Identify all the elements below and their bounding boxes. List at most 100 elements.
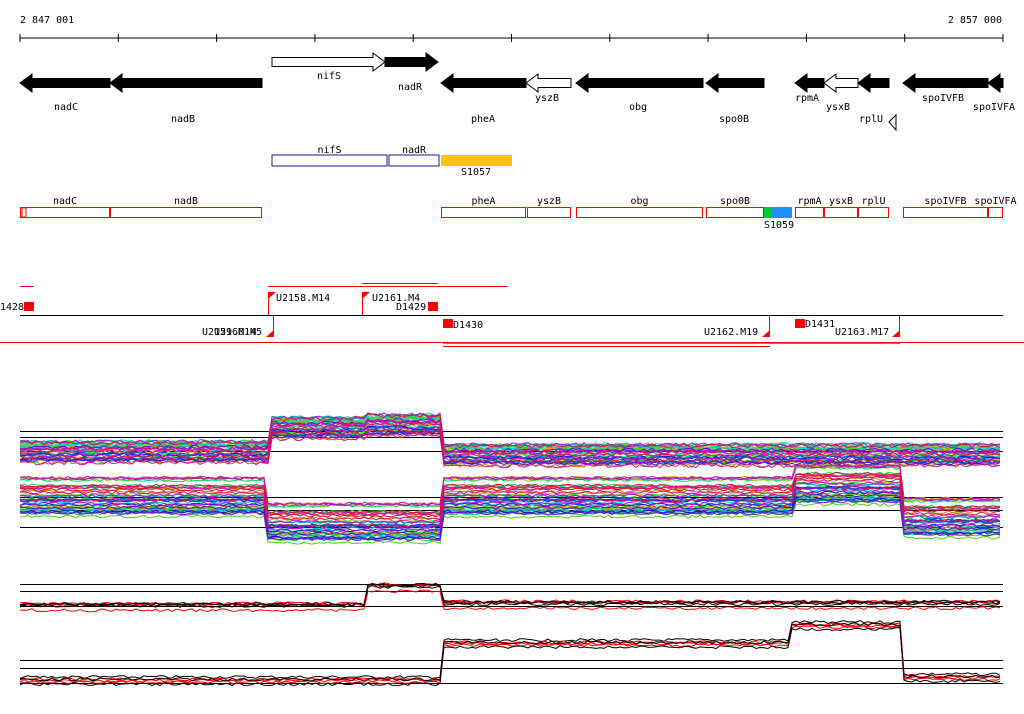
gene-label-ysxB: ysxB	[826, 102, 850, 113]
expression-track-1	[19, 412, 1003, 469]
expression-line	[19, 419, 1001, 455]
annotation-label-yszB: yszB	[537, 196, 561, 207]
expression-line	[19, 485, 1001, 528]
feature-label: D1431	[805, 319, 835, 330]
expression-line	[19, 502, 1001, 545]
expression-line	[19, 583, 1001, 607]
expression-line	[19, 412, 1001, 448]
annotation-box-spoIVFB	[903, 207, 988, 218]
operon-box-nadR	[388, 154, 440, 167]
feature-label: U2161.M4	[372, 293, 420, 304]
annotation-box-yszB	[527, 207, 571, 218]
expression-line	[19, 413, 1001, 449]
gene-arrow-spoIVFA	[987, 73, 1004, 93]
gene-arrow-yszB	[525, 73, 572, 93]
gene-label-spoIVFB: spoIVFB	[922, 93, 964, 104]
annotation-label-nadB: nadB	[174, 196, 198, 207]
expression-line	[19, 493, 1001, 536]
feature-box	[443, 319, 453, 328]
annotation-box-nadC	[20, 207, 110, 218]
gene-label-yszB: yszB	[535, 93, 559, 104]
coord-end: 2 857 000	[948, 15, 1002, 26]
s1059-blue	[771, 207, 792, 218]
operon-box-nifS	[271, 154, 388, 167]
coordinate-ruler	[19, 34, 1004, 42]
expression-line	[19, 466, 1001, 509]
coord-start: 2 847 001	[20, 15, 74, 26]
small-triangle-marker	[888, 113, 897, 132]
annotation-label-spoIVFB: spoIVFB	[924, 196, 966, 207]
annotation-label-nadC: nadC	[53, 196, 77, 207]
feature-label: U2163.M17	[835, 327, 889, 338]
feature-label: U2160.M5	[214, 327, 262, 338]
feature-flag	[362, 292, 370, 299]
annotation-label-ysxB: ysxB	[829, 196, 853, 207]
feature-flag	[268, 292, 276, 299]
expression-line	[19, 412, 1001, 448]
expression-line	[19, 463, 1001, 506]
s1059-green	[764, 207, 772, 218]
expression-line	[19, 471, 1001, 514]
expression-line	[19, 489, 1001, 532]
expression-line	[19, 473, 1001, 516]
expression-line	[19, 413, 1001, 448]
expression-line	[19, 429, 1001, 465]
expression-line	[19, 623, 1001, 683]
expression-track-3	[19, 582, 1003, 613]
feature-box	[795, 319, 805, 328]
feature-label: D1430	[453, 320, 483, 331]
feature-label: D1429	[396, 302, 426, 313]
expression-track-4	[19, 619, 1003, 687]
annotation-label-rpmA: rpmA	[797, 196, 821, 207]
annotation-box-ysxB	[824, 207, 858, 218]
annotation-label-pheA: pheA	[471, 196, 495, 207]
gene-arrow-rplU	[857, 73, 890, 93]
gene-arrow-ysxB	[823, 73, 859, 93]
gene-arrow-spoIVFB	[902, 73, 989, 93]
annotation-subbox	[21, 207, 27, 218]
annotation-label-spoIVFA: spoIVFA	[974, 196, 1016, 207]
annotation-label-spo0B: spo0B	[720, 196, 750, 207]
gene-label-rpmA: rpmA	[795, 93, 819, 104]
annotation-box-rpmA	[795, 207, 824, 218]
feature-box	[24, 302, 34, 311]
expression-line	[19, 499, 1001, 542]
expression-line	[19, 622, 1001, 682]
expression-line	[19, 428, 1001, 464]
annotation-label-obg: obg	[630, 196, 648, 207]
gene-arrow-pheA	[440, 73, 527, 93]
operon-track: nifS nadR	[271, 145, 512, 167]
expression-line	[19, 625, 1001, 685]
annotation-box-rplU	[858, 207, 889, 218]
feature-flag	[762, 330, 770, 337]
annotation-box-pheA	[441, 207, 526, 218]
expression-line	[19, 497, 1001, 540]
gene-track: nadC nadB nifS nadR pheA yszB obg spo0B rpmA ysxB…	[19, 52, 1015, 132]
s1057-block	[441, 155, 512, 166]
feature-label: U2162.M19	[704, 327, 758, 338]
annotation-box-spoIVFA	[988, 207, 1003, 218]
annotation-label-rplU: rplU	[861, 196, 885, 207]
feature-label: U2158.M14	[276, 293, 330, 304]
expression-line	[19, 619, 1001, 679]
feature-flag	[892, 330, 900, 337]
expression-line	[19, 622, 1001, 682]
gene-label-nadB: nadB	[171, 114, 195, 125]
gene-arrow-spo0B	[705, 73, 765, 93]
gene-label-nadR: nadR	[398, 82, 423, 93]
feature-label: U2159.M14	[202, 327, 256, 338]
gene-arrow-obg	[575, 73, 704, 93]
gene-label-spo0B: spo0B	[719, 114, 749, 125]
feature-label: 1428	[0, 302, 24, 313]
gene-arrow-rpmA	[794, 73, 825, 93]
annotation-box-obg	[576, 207, 703, 218]
feature-box	[428, 302, 438, 311]
expression-line	[19, 475, 1001, 518]
expression-track-2	[19, 463, 1003, 545]
annotation-track: nadC nadB pheA yszB obg spo0B rpmA ysxB rplU spoI…	[20, 196, 1017, 218]
gene-arrow-nadB	[109, 73, 263, 93]
gene-label-pheA: pheA	[471, 114, 495, 125]
gene-label-obg: obg	[629, 102, 647, 113]
